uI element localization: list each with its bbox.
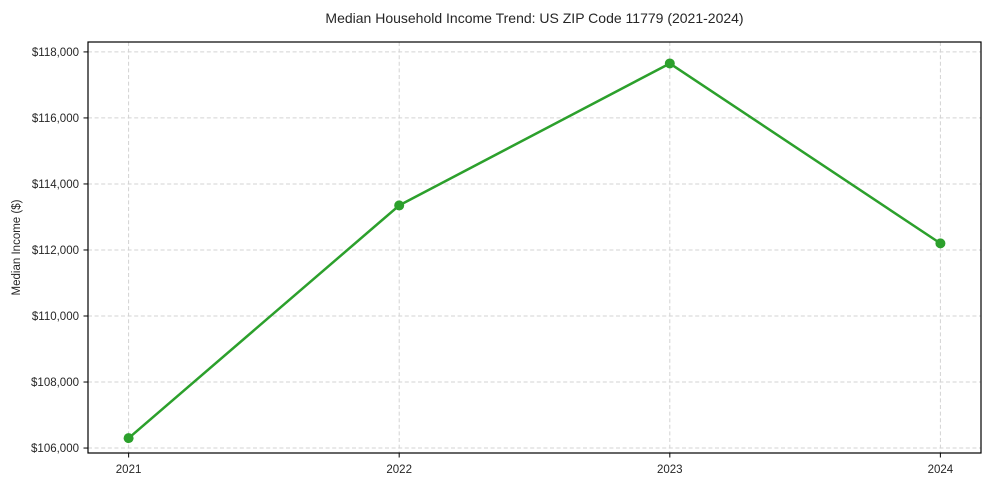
- y-tick-label: $110,000: [32, 311, 79, 323]
- x-tick-label: 2023: [657, 464, 683, 476]
- y-tick-label: $118,000: [32, 47, 79, 59]
- y-tick-label: $114,000: [32, 179, 79, 191]
- x-tick-label: 2021: [116, 464, 142, 476]
- y-axis-label: Median Income ($): [11, 199, 23, 295]
- plot-border: [87, 41, 982, 454]
- data-point-2022: [394, 200, 405, 211]
- y-tick-label: $116,000: [32, 113, 79, 125]
- gridlines: [88, 42, 981, 453]
- y-tick-label: $112,000: [32, 245, 79, 257]
- data-series: [123, 58, 946, 444]
- y-tick-label: $106,000: [31, 443, 79, 455]
- data-point-2021: [123, 433, 134, 444]
- trend-line: [127, 62, 942, 440]
- tick-labels: $106,000 $108,000 $110,000 $112,000 $114,000…: [31, 47, 954, 476]
- x-tick-label: 2022: [386, 464, 412, 476]
- axis-ticks: [83, 51, 941, 458]
- plot-frame: [87, 41, 982, 454]
- data-point-2024: [935, 238, 946, 249]
- data-point-2023: [664, 58, 675, 69]
- chart-title: Median Household Income Trend: US ZIP Co…: [325, 10, 743, 26]
- y-tick-label: $108,000: [31, 377, 79, 389]
- x-tick-label: 2024: [928, 464, 954, 476]
